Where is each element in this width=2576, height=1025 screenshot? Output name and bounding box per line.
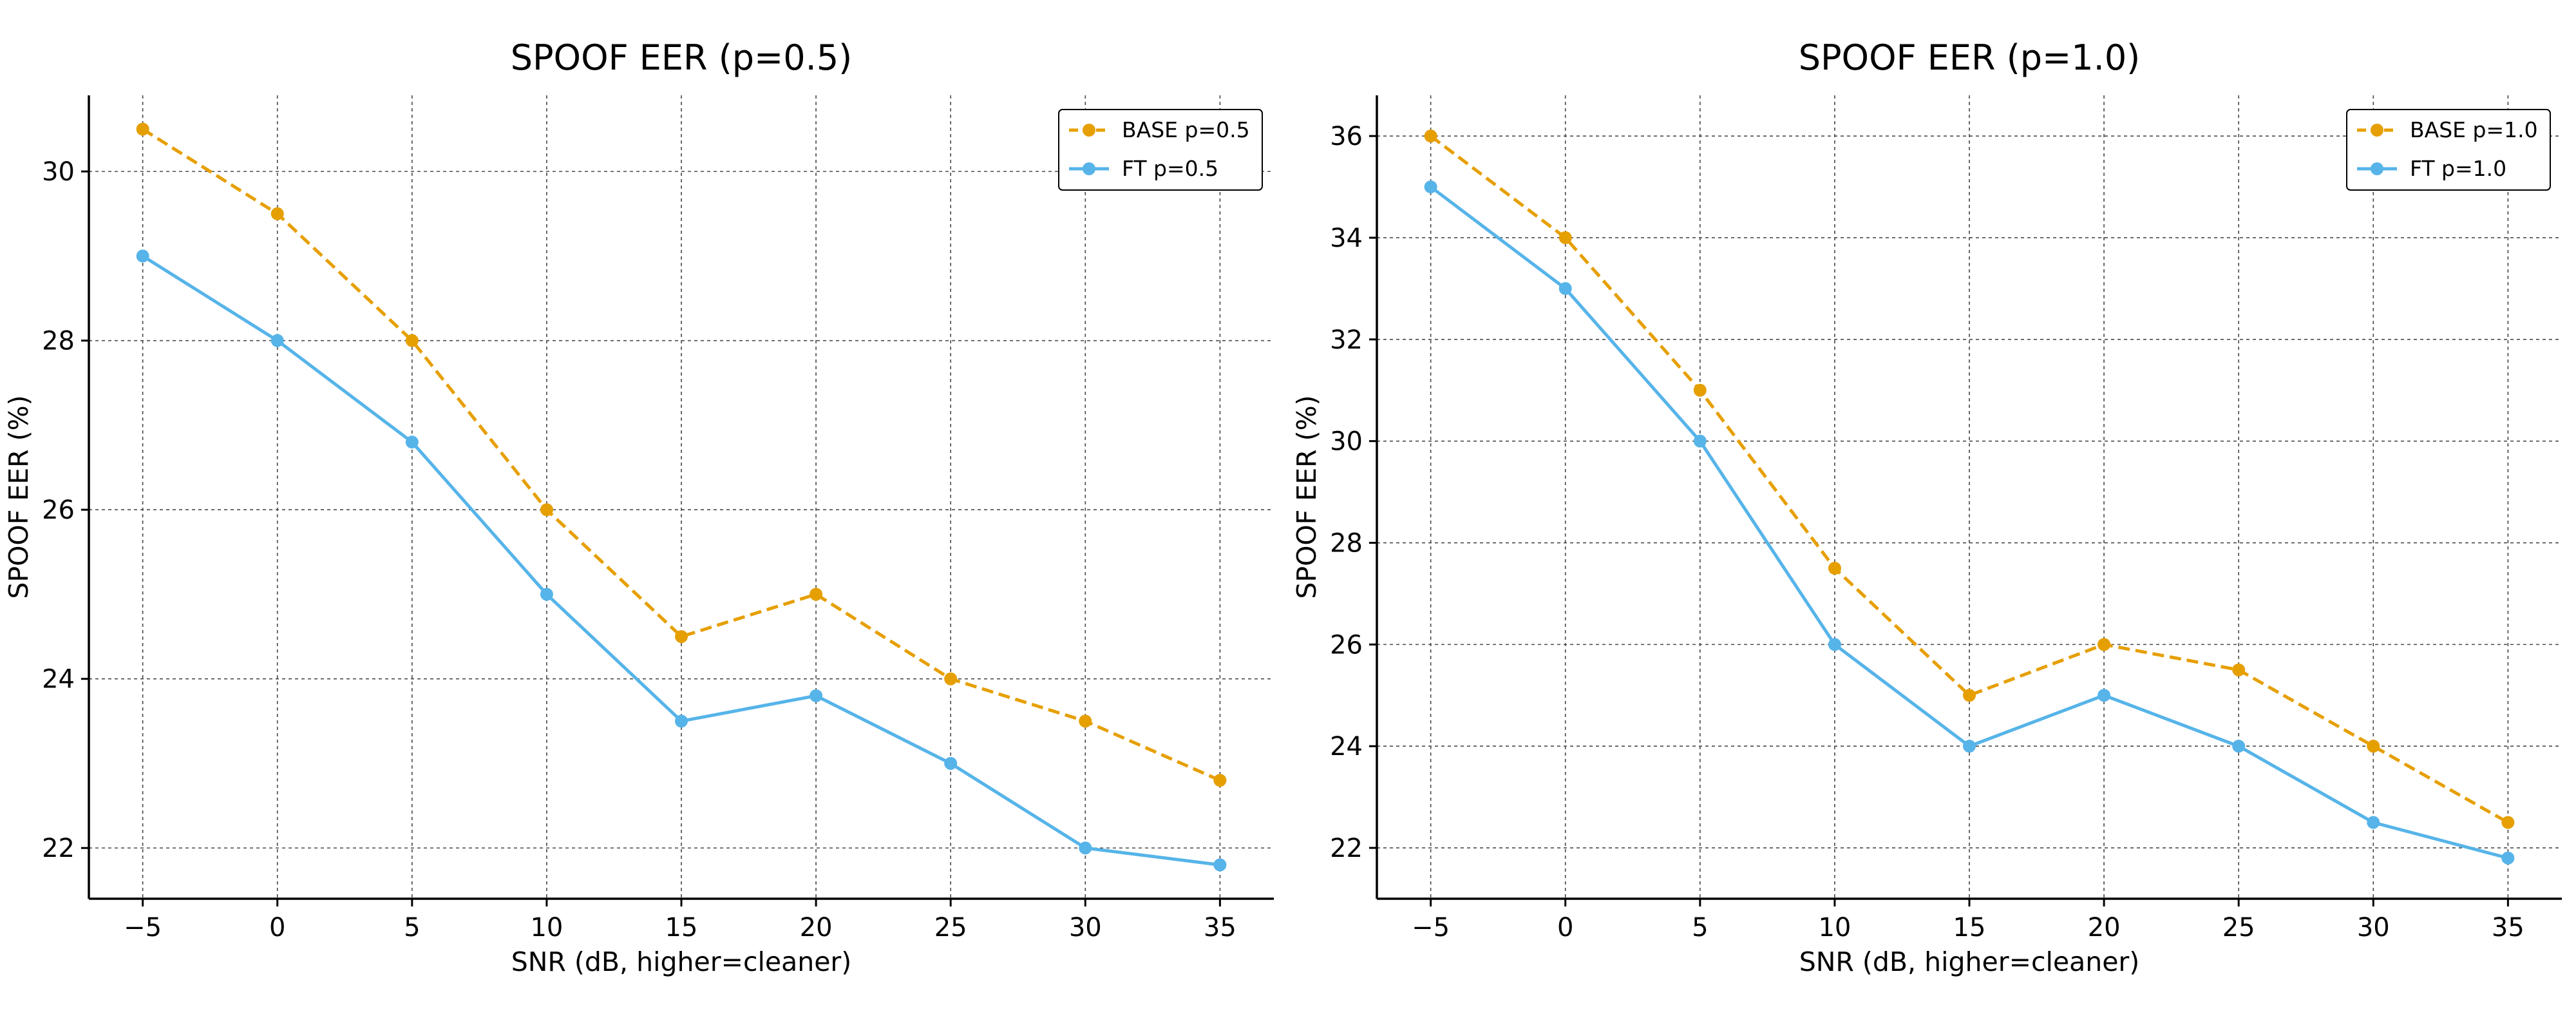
data-point-ft (540, 588, 553, 601)
legend-swatch-marker (1083, 124, 1095, 137)
legend-label: BASE p=0.5 (1122, 117, 1250, 142)
data-point-ft (1079, 841, 1092, 855)
y-tick-label: 22 (42, 834, 75, 863)
x-tick-label: 20 (800, 913, 833, 943)
data-point-ft (944, 756, 958, 770)
data-point-ft (270, 334, 284, 347)
data-point-ft (405, 436, 419, 449)
data-point-ft (2367, 816, 2380, 829)
legend-swatch-marker (1083, 162, 1095, 175)
legend: BASE p=1.0 FT p=1.0 (2346, 109, 2551, 191)
x-tick-label: 30 (2357, 913, 2390, 943)
x-tick-label: 35 (1204, 913, 1236, 943)
y-axis-label: SPOOF EER (%) (1291, 395, 1322, 599)
data-point-ft (1693, 434, 1707, 448)
data-point-base (405, 334, 419, 347)
data-point-base (1963, 689, 1976, 702)
y-tick-label: 24 (1330, 732, 1363, 762)
data-point-ft (1963, 740, 1976, 753)
legend-label: BASE p=1.0 (2410, 117, 2538, 142)
data-point-ft (2232, 740, 2246, 753)
y-tick-label: 26 (42, 495, 75, 525)
legend-label: FT p=0.5 (1122, 156, 1218, 181)
x-tick-label: 0 (1557, 913, 1573, 943)
legend-swatch-marker (2371, 162, 2383, 175)
x-axis-label: SNR (dB, higher=cleaner) (1799, 946, 2140, 977)
legend-label: FT p=1.0 (2410, 156, 2506, 181)
data-point-ft (136, 249, 149, 263)
chart-panel-1: −5 0 5 10 15 20 25 30 35 22 24 26 28 30 SPOOF EER (p=0… (3, 37, 1274, 977)
x-tick-label: 15 (1953, 913, 1986, 943)
legend-swatch-marker (2371, 124, 2383, 137)
data-point-base (270, 207, 284, 220)
chart-panel-2: −5 0 5 10 15 20 25 30 35 22 24 26 28 30 32 34 36 SPOOF EE… (1291, 37, 2562, 977)
y-tick-label: 28 (42, 327, 75, 356)
y-tick-label: 30 (1330, 427, 1363, 457)
x-tick-label: 5 (1692, 913, 1708, 943)
data-point-base (1213, 774, 1227, 787)
data-point-base (2501, 816, 2515, 829)
series-line-base (1430, 135, 2509, 824)
x-tick-label: 35 (2492, 913, 2524, 943)
x-tick-label: −5 (1412, 913, 1450, 943)
y-tick-label: 34 (1330, 224, 1363, 253)
data-point-base (136, 122, 149, 136)
data-point-base (2098, 638, 2111, 651)
series-line-base (142, 128, 1221, 782)
legend-box (2346, 109, 2551, 191)
y-tick-label: 30 (42, 157, 75, 187)
x-tick-label: 10 (530, 913, 563, 943)
data-point-ft (1558, 282, 1572, 295)
x-tick-label: 25 (934, 913, 967, 943)
data-point-ft (1828, 638, 1841, 651)
data-point-base (2367, 740, 2380, 753)
data-point-base (1828, 561, 1841, 575)
data-point-ft (675, 714, 688, 728)
y-tick-label: 22 (1330, 834, 1363, 863)
x-tick-label: −5 (124, 913, 162, 943)
y-tick-label: 36 (1330, 122, 1363, 151)
legend-box (1058, 109, 1263, 191)
y-tick-label: 24 (42, 665, 75, 695)
data-point-base (810, 588, 823, 601)
data-point-base (1424, 129, 1437, 143)
y-tick-label: 26 (1330, 630, 1363, 660)
chart-title: SPOOF EER (p=0.5) (511, 37, 853, 78)
data-point-ft (2501, 851, 2515, 865)
data-point-base (675, 630, 688, 644)
data-point-ft (2098, 689, 2111, 702)
x-tick-label: 30 (1069, 913, 1102, 943)
x-tick-label: 25 (2222, 913, 2255, 943)
data-point-base (2232, 663, 2246, 676)
x-tick-label: 20 (2088, 913, 2121, 943)
data-point-ft (810, 689, 823, 702)
x-tick-label: 5 (404, 913, 420, 943)
data-point-base (944, 672, 958, 685)
y-axis-label: SPOOF EER (%) (3, 395, 34, 599)
x-tick-label: 15 (665, 913, 698, 943)
data-point-base (540, 503, 553, 517)
y-tick-label: 28 (1330, 529, 1363, 559)
data-point-ft (1213, 858, 1227, 872)
data-point-base (1079, 714, 1092, 728)
x-axis-label: SNR (dB, higher=cleaner) (511, 946, 852, 977)
data-point-ft (1424, 180, 1437, 194)
y-tick-label: 32 (1330, 325, 1363, 355)
data-point-base (1693, 383, 1707, 397)
x-tick-label: 10 (1818, 913, 1851, 943)
legend: BASE p=0.5 FT p=0.5 (1058, 109, 1263, 191)
data-point-base (1558, 231, 1572, 244)
chart-title: SPOOF EER (p=1.0) (1799, 37, 2141, 78)
x-tick-label: 0 (269, 913, 285, 943)
